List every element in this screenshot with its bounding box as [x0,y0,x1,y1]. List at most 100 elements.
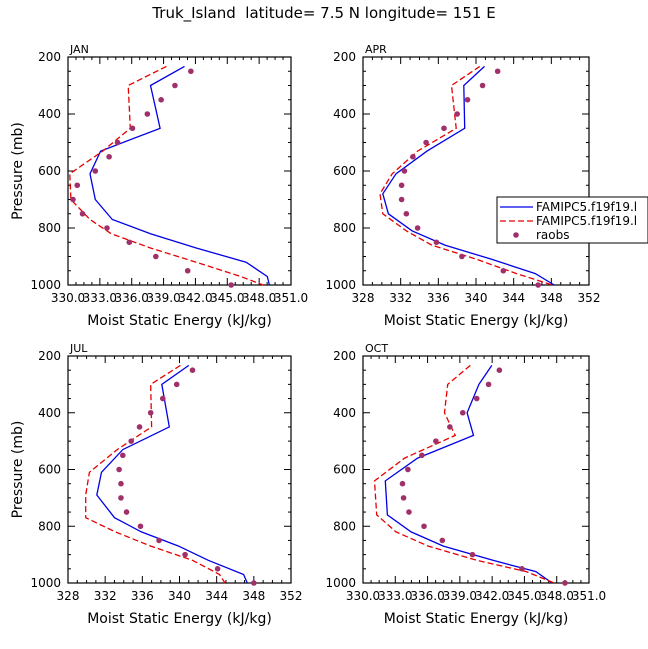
x-tick-label: 344 [502,291,525,305]
y-axis-label: Pressure (mb) [10,122,26,220]
x-tick-label: 345.0 [210,291,244,305]
raobs-point [158,96,164,103]
raobs-point [473,395,480,402]
x-tick-label: 339.0 [146,291,180,305]
y-tick-label: 400 [38,107,61,121]
y-tick-label: 400 [333,107,356,121]
model2-line [85,364,226,584]
main-title: Truk_Island latitude= 7.5 N longitude= 1… [152,4,496,22]
raobs-point [562,580,568,586]
x-tick-label: 345.0 [507,589,541,603]
raobs-point [398,182,405,189]
y-tick-label: 1000 [30,278,61,292]
raobs-point [439,537,446,544]
legend-marker-raobs [513,232,519,238]
raobs-point [129,125,136,132]
model1-line [96,364,248,584]
x-tick-label: 332 [94,589,117,603]
raobs-point [147,409,154,416]
raobs-point [116,466,122,473]
raobs-point [469,551,476,558]
raobs-point [159,395,166,402]
raobs-point [403,210,410,217]
y-tick-label: 200 [333,349,356,363]
raobs-point [464,96,471,103]
model2-line [379,65,553,286]
x-tick-label: 340 [168,589,191,603]
raobs-point [118,480,124,487]
raobs-point [447,424,453,430]
y-axis-label: Pressure (mb) [10,421,26,519]
model2-line [69,65,264,286]
raobs-point [414,225,421,231]
raobs-point [70,196,76,203]
raobs-point [405,466,411,473]
x-axis-label: Moist Static Energy (kJ/kg) [384,611,569,627]
raobs-point [251,580,257,586]
raobs-point [153,253,159,260]
x-tick-label: 336.0 [115,291,149,305]
raobs-point [137,523,144,530]
raobs-point [214,566,221,572]
raobs-point [118,495,124,501]
x-tick-label: 348.0 [242,291,276,305]
panel-oct: OCT2004006008001000330.0333.0336.0339.03… [325,342,606,627]
y-tick-label: 800 [333,221,356,235]
raobs-point [128,438,134,444]
model2-line [373,364,555,584]
y-tick-label: 1000 [325,576,356,590]
raobs-point [496,367,503,373]
raobs-point [120,452,126,459]
raobs-point [126,239,133,246]
raobs-point [459,253,465,260]
x-axis-label: Moist Static Energy (kJ/kg) [87,611,272,627]
raobs-point [423,139,429,146]
y-tick-label: 600 [333,164,356,178]
x-tick-label: 348 [540,291,563,305]
x-tick-label: 336.0 [410,589,444,603]
raobs-point [459,409,466,416]
x-tick-label: 342.0 [178,291,212,305]
x-tick-label: 328 [57,589,80,603]
raobs-point [156,537,162,544]
raobs-point [401,168,408,174]
raobs-point [144,111,151,117]
legend-entry: raobs [536,228,570,242]
raobs-point [421,523,427,530]
x-tick-label: 339.0 [443,589,477,603]
raobs-point [410,153,416,160]
raobs-point [173,381,180,388]
y-tick-label: 800 [38,221,61,235]
raobs-point [400,495,407,501]
x-tick-label: 351.0 [572,589,606,603]
raobs-point [454,111,460,117]
y-tick-label: 800 [38,519,61,533]
raobs-point [228,282,235,288]
panel-label: APR [365,43,387,56]
x-tick-label: 333.0 [83,291,117,305]
x-tick-label: 348 [242,589,265,603]
y-tick-label: 600 [38,164,61,178]
y-tick-label: 1000 [325,278,356,292]
raobs-point [184,267,191,274]
x-tick-label: 330.0 [51,291,85,305]
raobs-point [433,239,440,246]
raobs-point [494,68,501,75]
x-tick-label: 330.0 [346,589,380,603]
raobs-point [189,367,196,373]
y-tick-label: 200 [38,349,61,363]
x-tick-label: 332 [389,291,412,305]
raobs-point [114,139,121,146]
raobs-point [188,68,194,75]
x-tick-label: 336 [131,589,154,603]
y-tick-label: 400 [38,406,61,420]
model1-line [89,65,271,286]
x-axis-label: Moist Static Energy (kJ/kg) [384,313,569,329]
raobs-point [535,282,541,288]
x-tick-label: 336 [427,291,450,305]
y-tick-label: 600 [38,463,61,477]
model1-line [384,365,553,584]
raobs-point [106,153,112,160]
